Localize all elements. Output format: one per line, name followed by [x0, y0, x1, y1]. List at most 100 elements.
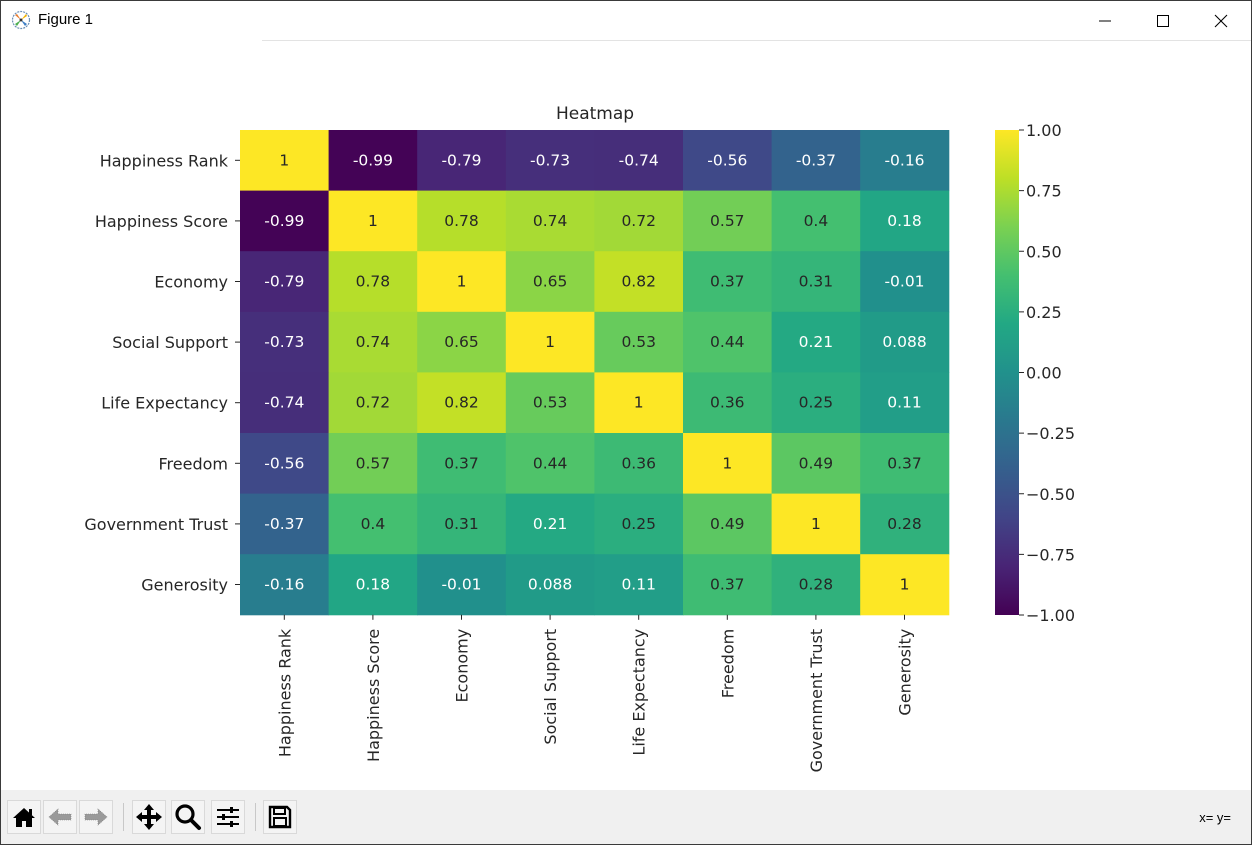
colorbar-gradient: [995, 130, 1019, 615]
heatmap-cell: [771, 311, 861, 373]
maximize-button[interactable]: [1134, 1, 1192, 40]
cell-value-label: 0.53: [621, 333, 656, 351]
heatmap-cell: [860, 493, 950, 555]
colorbar-tick-label: −0.25: [1026, 424, 1075, 443]
cell-value-label: 0.57: [356, 454, 391, 472]
heatmap-cell: [683, 554, 773, 616]
cell-value-label: 0.78: [444, 212, 479, 230]
cell-value-label: 0.74: [356, 333, 391, 351]
heatmap-cell: [417, 372, 507, 434]
heatmap-cell: [240, 433, 330, 495]
heatmap-cell: [417, 190, 507, 252]
toolbar-separator: [123, 803, 124, 831]
heatmap-cell: [505, 311, 595, 373]
cell-value-label: -0.01: [441, 576, 481, 594]
cell-value-label: 1: [811, 515, 821, 533]
cell-value-label: 0.53: [533, 394, 568, 412]
cell-value-label: 0.44: [710, 333, 745, 351]
zoom-button[interactable]: [171, 800, 205, 834]
cell-value-label: -0.16: [884, 151, 924, 169]
heatmap-chart: Heatmap 1 -0.99 -0.79 -0.73 -0.74 -0.56 -0.37 -…: [84, 104, 1075, 772]
heatmap-cell: [683, 433, 773, 495]
cell-value-label: 1: [279, 151, 289, 169]
cursor-coordinates: x= y=: [1199, 810, 1231, 825]
cell-value-label: 0.36: [621, 454, 656, 472]
x-tick-label: Generosity: [896, 629, 915, 716]
floppy-disk-icon: [268, 805, 292, 829]
cell-value-label: 0.72: [621, 212, 656, 230]
cell-value-label: 0.65: [533, 273, 568, 291]
minimize-button[interactable]: [1076, 1, 1134, 40]
cell-value-label: -0.56: [264, 454, 304, 472]
cell-value-label: 1: [900, 576, 910, 594]
cell-value-label: -0.37: [264, 515, 304, 533]
heatmap-cell: [505, 251, 595, 313]
cell-value-label: 0.78: [356, 273, 391, 291]
cell-value-label: 0.4: [361, 515, 386, 533]
sliders-icon: [217, 807, 239, 827]
heatmap-cell: [860, 190, 950, 252]
y-tick-label: Happiness Score: [95, 212, 228, 231]
cell-value-label: 1: [722, 454, 732, 472]
back-button[interactable]: [43, 800, 77, 834]
colorbar-tick-label: −1.00: [1026, 606, 1075, 625]
title-separator: [262, 40, 1251, 41]
cell-value-label: -0.73: [530, 151, 570, 169]
x-tick-label: Happiness Score: [364, 629, 383, 762]
figure-canvas[interactable]: Heatmap 1 -0.99 -0.79 -0.73 -0.74 -0.56 -0.37 -…: [1, 41, 1251, 790]
x-tick-label: Life Expectancy: [630, 629, 649, 756]
cell-value-label: -0.01: [884, 273, 924, 291]
heatmap-cell: [594, 130, 684, 192]
maximize-icon: [1157, 14, 1169, 27]
x-axis: Happiness Rank Happiness Score Economy Soci…: [275, 614, 915, 772]
colorbar: 1.00 0.75 0.50 0.25 0.00 −0.25 −0.50 −0.75 −1.00: [995, 121, 1075, 625]
heatmap-cell: [771, 493, 861, 555]
heatmap-cell: [683, 311, 773, 373]
heatmap-cell: [771, 554, 861, 616]
cell-value-label: -0.79: [441, 151, 481, 169]
cell-value-label: -0.73: [264, 333, 304, 351]
home-button[interactable]: [7, 800, 41, 834]
heatmap-cells: 1 -0.99 -0.79 -0.73 -0.74 -0.56 -0.37 -0.16 -0.9…: [240, 130, 950, 616]
heatmap-cell: [417, 311, 507, 373]
configure-subplots-button[interactable]: [211, 800, 245, 834]
cell-value-label: 0.36: [710, 394, 745, 412]
cell-value-label: 0.28: [887, 515, 922, 533]
close-button[interactable]: [1192, 1, 1250, 40]
cell-value-label: 0.088: [528, 576, 572, 594]
y-axis: Happiness Rank Happiness Score Economy Soci…: [84, 151, 240, 595]
cell-value-label: -0.56: [707, 151, 747, 169]
heatmap-cell: [240, 190, 330, 252]
save-button[interactable]: [263, 800, 297, 834]
magnifier-icon: [175, 804, 201, 830]
cell-value-label: 0.28: [799, 576, 834, 594]
heatmap-cell: [417, 554, 507, 616]
cell-value-label: 0.21: [533, 515, 568, 533]
colorbar-tick-label: 0.50: [1026, 242, 1062, 261]
cell-value-label: 0.72: [356, 394, 391, 412]
colorbar-tick-label: −0.75: [1026, 545, 1075, 564]
heatmap-cell: [505, 433, 595, 495]
heatmap-cell: [683, 493, 773, 555]
heatmap-cell: [328, 493, 418, 555]
x-tick-label: Economy: [453, 629, 472, 703]
cell-value-label: -0.74: [619, 151, 659, 169]
y-tick-label: Life Expectancy: [101, 394, 228, 413]
heatmap-cell: [594, 311, 684, 373]
cell-value-label: -0.74: [264, 394, 304, 412]
heatmap-cell: [594, 554, 684, 616]
colorbar-tick-label: 0.25: [1026, 303, 1062, 322]
heatmap-cell: [417, 433, 507, 495]
cell-value-label: 1: [457, 273, 467, 291]
heatmap-cell: [771, 433, 861, 495]
heatmap-cell: [240, 372, 330, 434]
heatmap-cell: [328, 251, 418, 313]
heatmap-cell: [594, 251, 684, 313]
pan-button[interactable]: [132, 800, 166, 834]
forward-button[interactable]: [79, 800, 113, 834]
heatmap-cell: [505, 493, 595, 555]
heatmap-cell: [328, 554, 418, 616]
colorbar-tick-label: 0.00: [1026, 364, 1062, 383]
heatmap-cell: [860, 372, 950, 434]
